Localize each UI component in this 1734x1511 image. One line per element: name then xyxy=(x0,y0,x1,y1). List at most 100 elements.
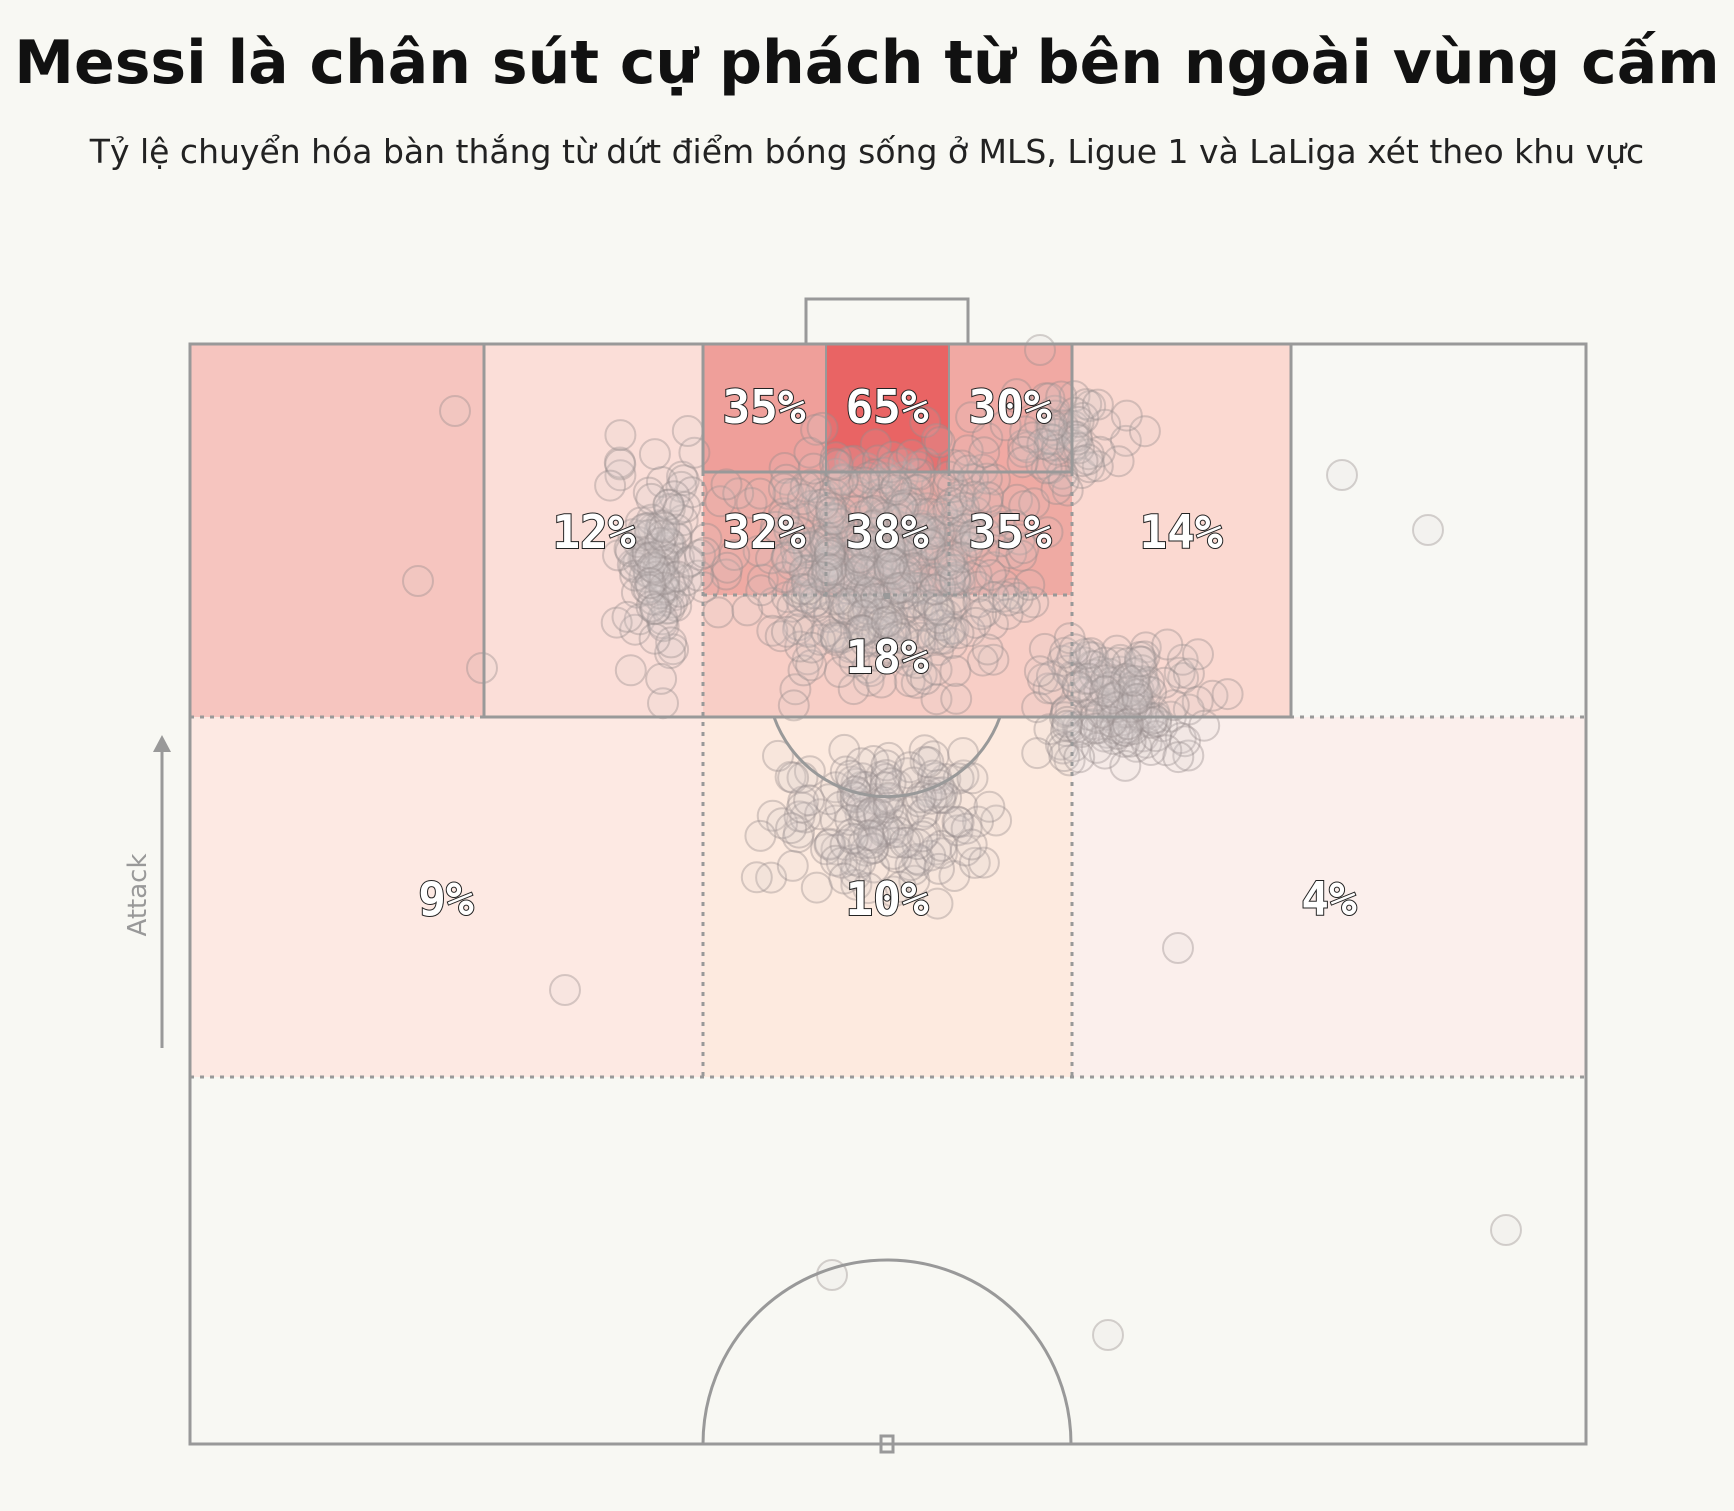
shot-marker xyxy=(1026,428,1059,460)
shot-marker xyxy=(549,974,581,1006)
shot-marker xyxy=(995,537,1028,570)
zone-label-box-inner-right: 35% xyxy=(968,505,1051,559)
shot-marker xyxy=(852,872,885,905)
shot-marker xyxy=(881,769,914,802)
shot-marker xyxy=(936,627,969,660)
shot-marker xyxy=(878,474,911,506)
zone-box-inner-left xyxy=(703,472,826,595)
shot-marker xyxy=(1051,654,1084,687)
shot-marker xyxy=(1089,675,1122,708)
shot-marker xyxy=(900,513,933,546)
shot-marker xyxy=(735,487,768,519)
shot-marker xyxy=(688,536,721,569)
shot-marker xyxy=(914,528,947,561)
shot-marker xyxy=(1117,684,1150,716)
goal xyxy=(804,297,970,346)
shot-marker xyxy=(813,536,846,569)
shot-marker xyxy=(1109,749,1142,782)
shot-marker xyxy=(658,561,690,594)
shot-marker xyxy=(875,546,908,579)
shot-marker xyxy=(858,851,891,884)
shot-marker xyxy=(841,483,874,516)
shot-marker xyxy=(779,533,812,566)
shot-marker xyxy=(1001,581,1034,614)
shot-marker xyxy=(823,564,856,597)
shot-marker xyxy=(1127,668,1160,701)
shot-marker xyxy=(1008,591,1041,623)
shot-marker xyxy=(900,647,933,679)
shot-marker xyxy=(926,776,959,809)
shot-marker xyxy=(912,598,945,631)
shot-marker xyxy=(1114,725,1147,758)
shot-marker xyxy=(821,502,854,535)
shot-marker xyxy=(904,458,937,491)
shot-marker xyxy=(1151,628,1184,661)
shot-marker xyxy=(1061,710,1094,743)
shot-marker xyxy=(632,573,665,606)
shot-marker xyxy=(788,531,820,564)
shot-marker xyxy=(863,598,896,631)
shot-marker xyxy=(1078,650,1111,683)
shot-marker xyxy=(655,626,688,659)
shot-marker xyxy=(836,520,869,553)
shot-marker xyxy=(876,545,909,578)
shot-marker xyxy=(786,791,819,824)
shot-marker xyxy=(808,520,841,553)
shot-marker xyxy=(874,530,907,563)
shot-marker xyxy=(1182,638,1214,671)
shot-marker xyxy=(718,539,751,571)
shot-marker xyxy=(635,482,668,515)
shot-marker xyxy=(800,584,832,617)
shot-marker xyxy=(1211,678,1244,711)
shot-marker xyxy=(889,519,922,552)
shot-marker xyxy=(614,535,647,568)
shot-marker xyxy=(882,493,915,526)
shot-marker xyxy=(790,566,823,599)
shot-marker xyxy=(973,790,1006,823)
shot-marker xyxy=(867,813,900,846)
shot-marker xyxy=(849,834,882,867)
shot-marker xyxy=(911,492,944,525)
shot-marker xyxy=(955,401,988,434)
shot-marker xyxy=(847,827,880,860)
shot-marker xyxy=(935,487,968,520)
zone-label-box-inner-center: 38% xyxy=(845,505,928,559)
shot-marker xyxy=(1046,732,1079,765)
shot-marker xyxy=(1033,713,1066,746)
shot-marker xyxy=(884,870,917,903)
shot-marker xyxy=(781,545,814,578)
shot-marker xyxy=(828,862,861,895)
shot-marker xyxy=(838,645,871,678)
shot-marker xyxy=(1088,720,1121,753)
shot-marker xyxy=(1119,677,1152,710)
shot-marker xyxy=(793,436,826,469)
shot-marker xyxy=(909,663,942,695)
shot-marker xyxy=(937,612,970,645)
shot-marker xyxy=(1070,675,1103,708)
shot-marker xyxy=(879,826,912,859)
shot-marker xyxy=(952,504,985,537)
shot-marker xyxy=(923,593,956,626)
shot-marker xyxy=(857,509,890,542)
shot-marker xyxy=(1057,420,1090,453)
shot-marker xyxy=(1109,424,1142,457)
shot-marker xyxy=(777,689,810,722)
shot-marker xyxy=(861,531,894,563)
shot-marker xyxy=(977,581,1010,614)
shot-marker xyxy=(1196,679,1229,712)
shot-marker xyxy=(807,488,840,521)
shot-marker xyxy=(1412,514,1444,546)
shot-marker xyxy=(1100,646,1133,679)
shot-marker xyxy=(1060,420,1093,453)
shot-marker xyxy=(756,614,789,647)
center-circle-arc xyxy=(701,1258,1073,1445)
shot-marker xyxy=(813,539,846,572)
shot-marker xyxy=(849,799,882,831)
shot-marker xyxy=(968,436,1001,469)
shot-marker xyxy=(1169,725,1201,758)
shot-marker xyxy=(874,582,907,615)
shot-marker xyxy=(804,550,837,582)
shot-marker xyxy=(632,555,665,588)
shot-marker xyxy=(954,520,987,553)
shot-marker xyxy=(1110,712,1143,745)
